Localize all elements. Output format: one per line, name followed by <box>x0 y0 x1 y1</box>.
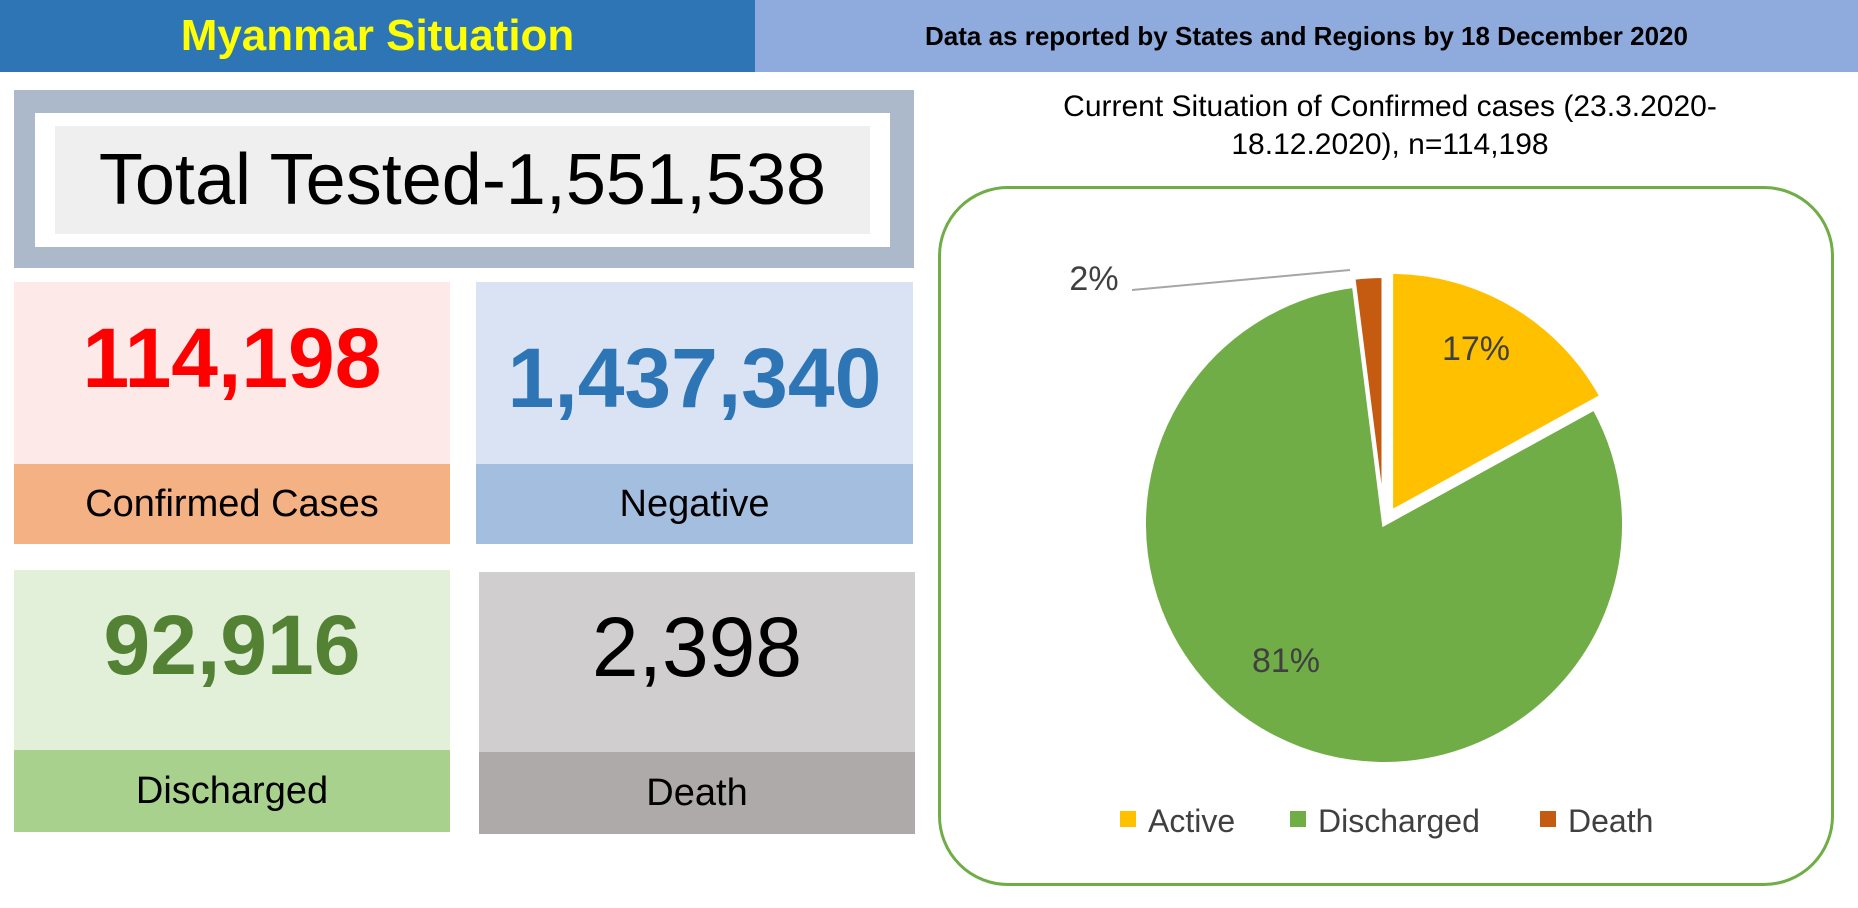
total-tested-value: Total Tested-1,551,538 <box>55 126 870 234</box>
pie-slice-death <box>1351 274 1386 517</box>
legend-label-death: Death <box>1568 803 1653 839</box>
chart-title-line-2: 18.12.2020), n=114,198 <box>1231 128 1549 161</box>
chart-title: Current Situation of Confirmed cases (23… <box>990 88 1790 164</box>
confirmed-cases-label: Confirmed Cases <box>14 464 450 544</box>
legend-label-active: Active <box>1148 803 1235 839</box>
discharged-label: Discharged <box>14 750 450 832</box>
death-leader-line <box>1131 269 1351 291</box>
data-label-active: 17% <box>1442 330 1510 368</box>
death-value: 2,398 <box>479 572 915 752</box>
chart-title-line-1: Current Situation of Confirmed cases (23… <box>1063 90 1717 123</box>
legend-label-discharged: Discharged <box>1318 803 1480 839</box>
header-subtitle: Data as reported by States and Regions b… <box>755 0 1858 72</box>
discharged-value: 92,916 <box>14 570 450 750</box>
death-label: Death <box>479 752 915 834</box>
header-title: Myanmar Situation <box>0 0 755 72</box>
data-label-death: 2% <box>1069 260 1118 298</box>
negative-label: Negative <box>476 464 913 544</box>
data-label-discharged: 81% <box>1252 642 1320 680</box>
negative-value: 1,437,340 <box>476 282 913 464</box>
pie-slice-discharged <box>1141 283 1626 766</box>
legend-swatch-discharged <box>1290 811 1306 827</box>
pie-slice-active <box>1389 269 1605 516</box>
confirmed-cases-value: 114,198 <box>14 282 450 464</box>
legend-swatch-death <box>1540 811 1556 827</box>
legend-swatch-active <box>1120 811 1136 827</box>
